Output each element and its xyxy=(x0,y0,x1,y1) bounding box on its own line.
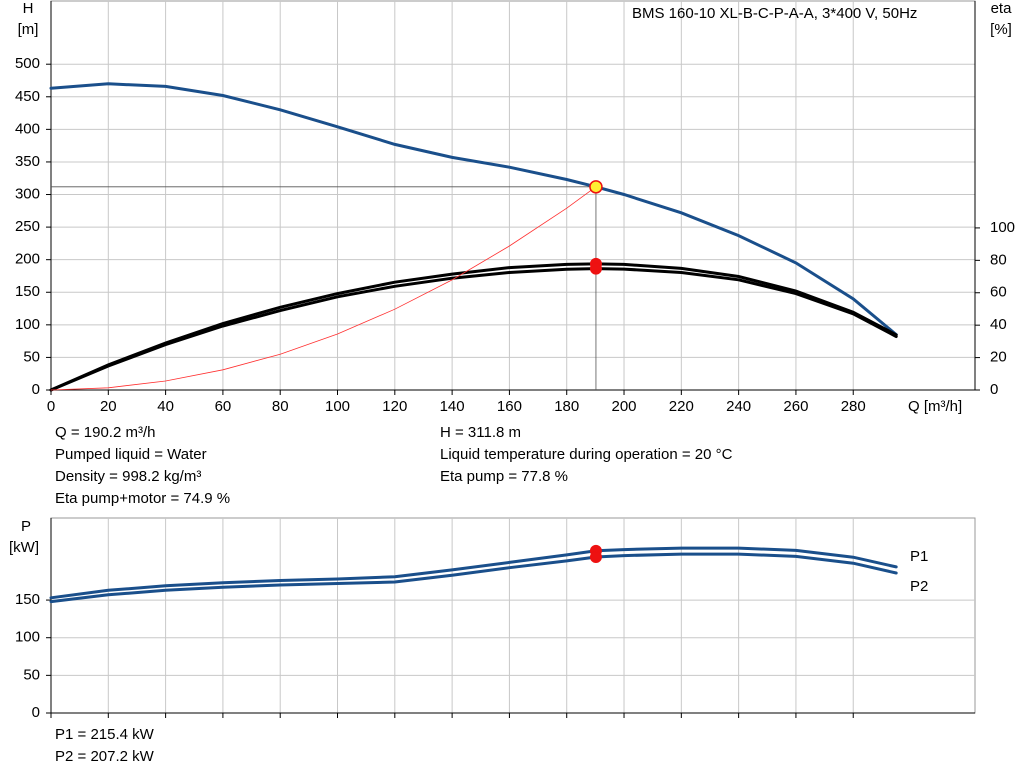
y-axis-label: P xyxy=(21,518,31,535)
y-tick-label: 150 xyxy=(15,283,40,300)
operating-point xyxy=(589,180,603,194)
y-tick-label: 500 xyxy=(15,55,40,72)
info-text: Q = 190.2 m³/h xyxy=(55,424,155,441)
series-line xyxy=(49,82,898,337)
x-axis-label: Q [m³/h] xyxy=(908,398,962,415)
y-axis-label: H xyxy=(23,0,34,17)
x-tick-label: 80 xyxy=(272,398,289,415)
series-label: P2 xyxy=(910,578,928,595)
y-tick-label: 350 xyxy=(15,153,40,170)
x-tick-label: 0 xyxy=(47,398,55,415)
y-tick-label: 300 xyxy=(15,185,40,202)
y-tick-label: 50 xyxy=(23,348,40,365)
y2-tick-label: 20 xyxy=(990,349,1007,366)
x-tick-label: 40 xyxy=(157,398,174,415)
x-tick-label: 280 xyxy=(841,398,866,415)
y-tick-label: 0 xyxy=(32,704,40,721)
info-text: P2 = 207.2 kW xyxy=(55,748,155,765)
x-tick-label: 220 xyxy=(669,398,694,415)
y-tick-label: 450 xyxy=(15,88,40,105)
y-axis-unit: [kW] xyxy=(9,539,39,556)
plot-area xyxy=(50,517,976,714)
x-tick-label: 180 xyxy=(554,398,579,415)
series-label: P1 xyxy=(910,548,928,565)
operating-point xyxy=(589,551,602,563)
series-line xyxy=(49,546,898,600)
y-tick-label: 150 xyxy=(15,591,40,608)
y-tick-label: 0 xyxy=(32,381,40,398)
y2-tick-label: 100 xyxy=(990,219,1015,236)
y-tick-label: 400 xyxy=(15,120,40,137)
chart-title: BMS 160-10 XL-B-C-P-A-A, 3*400 V, 50Hz xyxy=(632,5,917,22)
x-tick-label: 60 xyxy=(215,398,232,415)
info-text: H = 311.8 m xyxy=(440,424,521,441)
plot-area xyxy=(50,0,976,391)
y2-tick-label: 40 xyxy=(990,316,1007,333)
y-tick-label: 100 xyxy=(15,629,40,646)
y-axis-unit: [m] xyxy=(18,21,39,38)
series-line xyxy=(49,552,898,604)
x-tick-label: 160 xyxy=(497,398,522,415)
y-tick-label: 250 xyxy=(15,218,40,235)
operating-point xyxy=(589,262,602,275)
x-tick-label: 100 xyxy=(325,398,350,415)
info-text: Liquid temperature during operation = 20… xyxy=(440,446,733,463)
x-tick-label: 20 xyxy=(100,398,117,415)
info-text: Eta pump = 77.8 % xyxy=(440,468,568,485)
x-tick-label: 240 xyxy=(726,398,751,415)
y2-tick-label: 0 xyxy=(990,381,998,398)
y2-tick-label: 60 xyxy=(990,284,1007,301)
info-text: P1 = 215.4 kW xyxy=(55,726,155,743)
y2-axis-unit: [%] xyxy=(990,21,1012,38)
x-tick-label: 120 xyxy=(382,398,407,415)
y2-tick-label: 80 xyxy=(990,251,1007,268)
y-tick-label: 100 xyxy=(15,316,40,333)
x-tick-label: 260 xyxy=(783,398,808,415)
y-tick-label: 50 xyxy=(23,666,40,683)
series-line xyxy=(49,267,898,392)
y2-axis-label: eta xyxy=(991,0,1013,17)
x-tick-label: 200 xyxy=(612,398,637,415)
x-tick-label: 140 xyxy=(440,398,465,415)
info-text: Eta pump+motor = 74.9 % xyxy=(55,490,230,507)
series-line xyxy=(50,186,597,391)
info-text: Pumped liquid = Water xyxy=(55,446,207,463)
info-text: Density = 998.2 kg/m³ xyxy=(55,468,201,485)
series-line xyxy=(49,262,898,392)
y-tick-label: 200 xyxy=(15,251,40,268)
